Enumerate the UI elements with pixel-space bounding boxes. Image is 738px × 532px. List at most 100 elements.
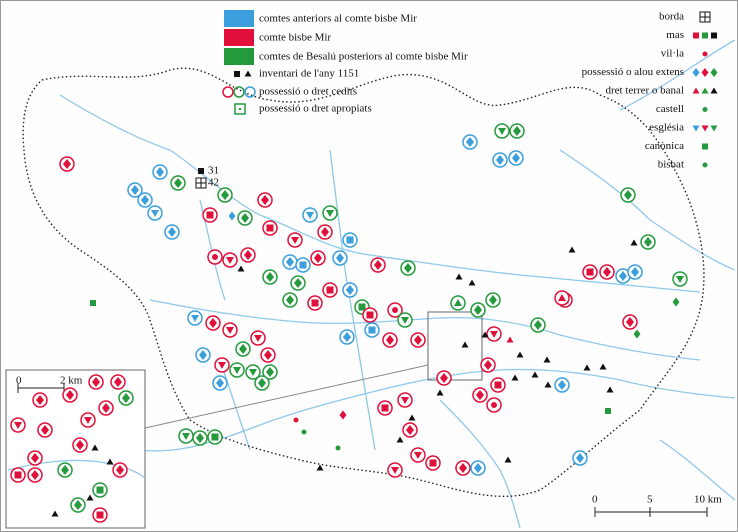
diamond xyxy=(701,68,709,77)
dot xyxy=(301,429,307,435)
site-marker xyxy=(377,400,393,416)
diamond xyxy=(286,257,294,267)
site-marker xyxy=(317,224,333,240)
diamond xyxy=(576,453,584,463)
legend-label: comte bisbe Mir xyxy=(259,32,331,44)
site-marker xyxy=(170,175,186,191)
triangle xyxy=(86,494,94,501)
site-marker xyxy=(455,460,471,476)
triangle xyxy=(455,273,463,280)
square xyxy=(234,71,240,77)
site-marker xyxy=(240,247,256,263)
site-marker xyxy=(615,268,631,284)
site-marker xyxy=(307,295,323,311)
site-marker xyxy=(152,164,168,180)
legend-label: mas xyxy=(666,29,684,41)
triangle xyxy=(391,467,399,474)
diamond xyxy=(228,211,236,221)
diamond xyxy=(264,350,272,360)
triangle xyxy=(599,363,607,370)
site-marker xyxy=(485,292,501,308)
triangle xyxy=(583,364,591,371)
diamond xyxy=(404,263,412,273)
triangle xyxy=(436,389,444,396)
site-marker xyxy=(57,462,73,478)
site-marker xyxy=(342,282,358,298)
diamond xyxy=(558,380,566,390)
legend-label: inventari de l'any 1151 xyxy=(259,68,359,80)
square xyxy=(96,486,104,494)
legend-label: església xyxy=(649,122,684,134)
triangle xyxy=(408,414,416,421)
diamond xyxy=(122,393,130,403)
triangle xyxy=(490,331,498,338)
diamond xyxy=(496,155,504,165)
triangle xyxy=(676,276,684,283)
site-marker xyxy=(620,187,636,203)
square xyxy=(586,268,594,276)
swatch xyxy=(224,29,254,46)
site-marker xyxy=(164,224,180,240)
site-marker xyxy=(387,462,403,478)
diamond xyxy=(241,213,249,223)
site-marker xyxy=(147,205,163,221)
site-marker xyxy=(32,392,48,408)
diamond xyxy=(66,390,74,400)
square xyxy=(326,286,334,294)
site-marker xyxy=(205,315,221,331)
site-marker xyxy=(212,375,228,391)
triangle xyxy=(106,458,114,465)
triangle xyxy=(543,356,551,363)
diamond xyxy=(168,227,176,237)
swatch xyxy=(224,48,254,65)
site-marker xyxy=(10,467,26,483)
site-marker xyxy=(582,264,598,280)
diamond xyxy=(196,433,204,443)
site-marker xyxy=(222,252,238,268)
triangle xyxy=(414,452,422,459)
site-marker xyxy=(640,234,656,250)
zoom-line xyxy=(144,364,429,429)
diamond xyxy=(63,159,71,169)
site-marker xyxy=(262,269,278,285)
diamond xyxy=(261,195,269,205)
diamond xyxy=(476,390,484,400)
site-marker xyxy=(436,370,452,386)
site-marker xyxy=(70,497,86,513)
diamond xyxy=(294,278,302,288)
triangle xyxy=(254,335,262,342)
diamond xyxy=(239,344,247,354)
legend-label: vil·la xyxy=(661,48,684,60)
site-marker xyxy=(490,377,506,393)
triangle xyxy=(568,246,576,253)
diamond xyxy=(174,178,182,188)
diamond xyxy=(141,195,149,205)
triangle xyxy=(14,422,22,429)
diamond xyxy=(672,297,680,307)
site-marker xyxy=(302,207,318,223)
square xyxy=(346,236,354,244)
site-marker xyxy=(339,329,355,345)
inset-scale-label: 2 km xyxy=(60,375,83,387)
site-marker xyxy=(62,387,78,403)
site-marker xyxy=(410,447,426,463)
diamond xyxy=(626,317,634,327)
site-marker xyxy=(672,271,688,287)
triangle xyxy=(291,237,299,244)
dot xyxy=(702,107,708,112)
dot xyxy=(293,417,299,423)
site-marker xyxy=(322,282,338,298)
site-marker xyxy=(470,302,486,318)
legend-label: canònica xyxy=(645,140,684,152)
diamond xyxy=(114,377,122,387)
site-marker xyxy=(492,152,508,168)
diamond xyxy=(102,403,110,413)
diamond xyxy=(61,465,69,475)
site-marker xyxy=(370,257,386,273)
site-marker xyxy=(27,450,43,466)
diamond xyxy=(339,410,347,420)
triangle xyxy=(531,371,539,378)
site-marker xyxy=(92,507,108,523)
square xyxy=(358,303,366,311)
diamond xyxy=(513,126,521,136)
